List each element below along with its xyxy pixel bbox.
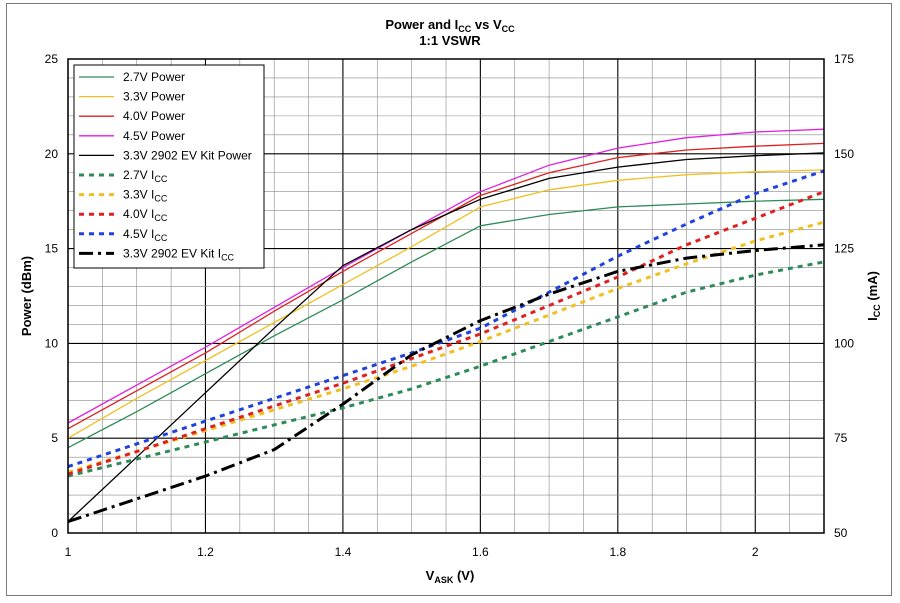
y-left-tick-label: 5 [51, 431, 58, 445]
legend-label: 2.7V ICC [123, 168, 168, 184]
series-line-3-3v-2902-ev-kit-power [67, 152, 825, 523]
legend-box [73, 64, 265, 269]
legend-label: 3.3V Power [123, 90, 185, 104]
y-left-tick-label: 20 [45, 147, 59, 161]
y-left-tick-label: 15 [45, 242, 59, 256]
series-line-3-3v-icc [67, 220, 825, 474]
series-line-4-5v-power [67, 128, 825, 424]
plot-area-border [67, 58, 825, 534]
legend-label: 4.5V Power [123, 129, 185, 143]
series-line-2-7v-power [67, 198, 825, 449]
x-tick-label: 2 [752, 545, 759, 559]
chart-title: Power and ICC vs VCC [385, 17, 515, 34]
x-tick-label: 1 [65, 545, 72, 559]
x-axis-label: VASK (V) [426, 568, 475, 585]
legend: 2.7V Power 3.3V Power 4.0V Power 4.5V Power… [73, 64, 265, 269]
chart-subtitle: 1:1 VSWR [419, 33, 481, 48]
legend-label: 4.0V Power [123, 109, 185, 123]
legend-label: 3.3V 2902 EV Kit ICC [123, 246, 235, 262]
y-right-tick-label: 150 [834, 147, 854, 161]
legend-label: 2.7V Power [123, 70, 185, 84]
y-left-tick-label: 25 [45, 52, 59, 66]
y-left-tick-label: 0 [51, 526, 58, 540]
y-right-tick-label: 175 [834, 52, 854, 66]
y-axis-right-label: ICC (mA) [865, 271, 882, 321]
legend-items: 2.7V Power 3.3V Power 4.0V Power 4.5V Power… [79, 70, 252, 262]
y-right-tick-label: 50 [834, 526, 848, 540]
y-right-tick-label: 100 [834, 336, 854, 350]
y-left-tick-label: 10 [45, 336, 59, 350]
y-right-tick-label: 75 [834, 431, 848, 445]
x-tick-label: 1.2 [197, 545, 214, 559]
legend-label: 3.3V 2902 EV Kit Power [123, 148, 252, 162]
x-tick-label: 1.8 [609, 545, 626, 559]
x-tick-label: 1.4 [335, 545, 352, 559]
series-line-3-3v-power [67, 169, 825, 439]
legend-label: 4.5V ICC [123, 227, 168, 243]
series-line-4-0v-icc [67, 190, 825, 476]
series-line-2-7v-icc [67, 260, 825, 478]
series-line-4-5v-icc [67, 169, 825, 469]
series-layer [67, 128, 825, 524]
x-tick-label: 1.6 [472, 545, 489, 559]
legend-label: 4.0V ICC [123, 207, 168, 223]
y-right-tick-label: 125 [834, 242, 854, 256]
y-axis-left-label: Power (dBm) [19, 256, 34, 336]
legend-label: 3.3V ICC [123, 188, 168, 204]
